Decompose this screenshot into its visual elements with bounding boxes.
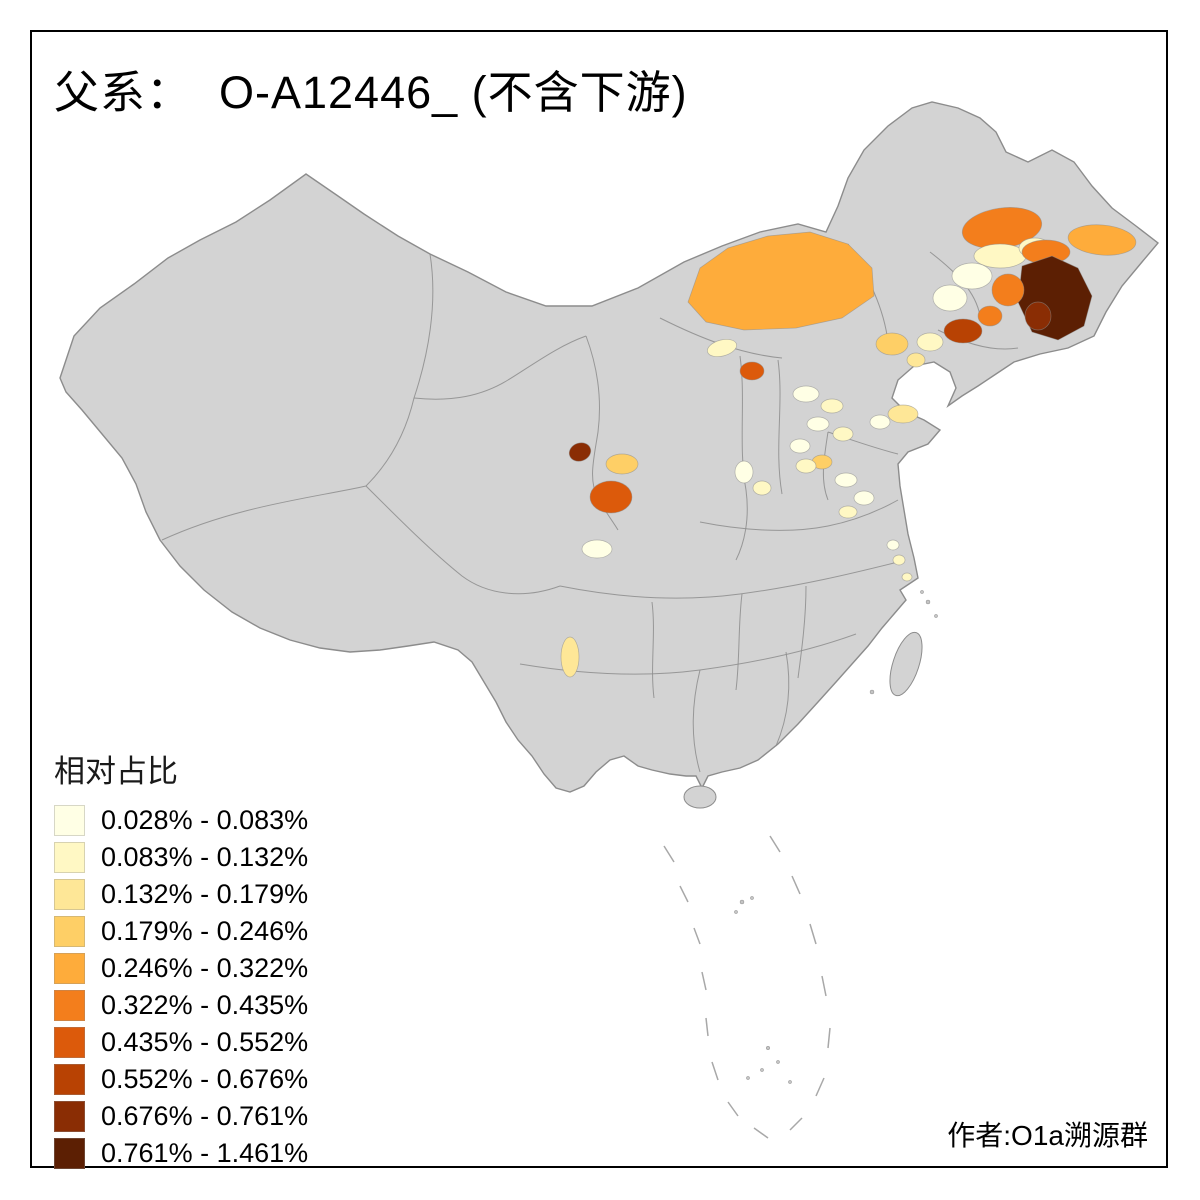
region-patch [892,554,906,566]
legend-swatch [54,990,85,1021]
legend-item: 0.435% - 0.552% [54,1027,308,1058]
region-patch [806,416,830,432]
region-patch [875,332,909,356]
taiwan-island [889,631,923,697]
legend-swatch [54,1027,85,1058]
region-patch [792,385,820,403]
legend-item: 0.552% - 0.676% [54,1064,308,1095]
region-patch [853,490,875,506]
region-patch [789,438,811,454]
legend-item: 0.028% - 0.083% [54,805,308,836]
region-patch [869,414,891,430]
legend-label: 0.083% - 0.132% [101,842,309,872]
region-patch [951,262,993,290]
region-patch [901,572,913,582]
region-patch [991,273,1025,307]
legend-label: 0.552% - 0.676% [101,1064,309,1094]
region-patch [568,442,592,462]
region-patch [943,318,983,344]
legend-label: 0.028% - 0.083% [101,805,309,835]
legend-label: 0.132% - 0.179% [101,879,309,909]
legend-title: 相对占比 [54,754,178,789]
region-patch [832,426,854,442]
legend-swatch [54,805,85,836]
region-patch [906,352,926,368]
legend-item: 0.132% - 0.179% [54,879,308,910]
region-patches [560,207,1137,678]
legend-swatch [54,953,85,984]
region-patch [916,332,944,352]
legend-label: 0.435% - 0.552% [101,1027,309,1057]
region-patch [838,505,858,519]
region-patch [739,361,765,381]
region-patch [886,539,900,551]
region-patch [834,472,858,488]
legend-label: 0.179% - 0.246% [101,916,309,946]
legend-label: 0.246% - 0.322% [101,953,309,983]
china-outline [59,101,1160,793]
legend-swatch [54,879,85,910]
legend-swatch [54,916,85,947]
region-patch [1024,301,1052,331]
legend-label: 0.676% - 0.761% [101,1101,309,1131]
region-patch [687,231,875,331]
legend: 相对占比 0.028% - 0.083% 0.083% - 0.132% 0.132… [54,746,308,1175]
south-china-sea-dashes [663,835,831,1139]
legend-item: 0.322% - 0.435% [54,990,308,1021]
legend-item: 0.676% - 0.761% [54,1101,308,1132]
region-patch [605,453,639,475]
region-patch [752,480,772,496]
region-patch [1067,224,1137,256]
region-patch [795,458,817,474]
page-title: 父系： O-A12446_ (不含下游) [54,67,688,118]
region-patch [820,398,844,414]
region-patch [581,539,613,559]
region-patch [734,460,754,484]
legend-label: 0.322% - 0.435% [101,990,309,1020]
region-patch [707,339,737,357]
legend-item: 0.761% - 1.461% [54,1138,308,1169]
legend-label: 0.761% - 1.461% [101,1138,309,1168]
legend-swatch [54,1064,85,1095]
region-patch [887,404,919,424]
region-patch [589,480,633,514]
legend-swatch [54,1138,85,1169]
legend-item: 0.179% - 0.246% [54,916,308,947]
legend-swatch [54,842,85,873]
region-patch [932,284,968,312]
region-patch [560,636,580,678]
legend-item: 0.246% - 0.322% [54,953,308,984]
legend-rows: 0.028% - 0.083% 0.083% - 0.132% 0.132% - 0… [54,805,308,1169]
legend-swatch [54,1101,85,1132]
minor-islands [734,590,938,1084]
region-patch [977,305,1003,327]
hainan-island [683,785,717,809]
attribution: 作者:O1a溯源群 [947,1120,1148,1151]
legend-item: 0.083% - 0.132% [54,842,308,873]
